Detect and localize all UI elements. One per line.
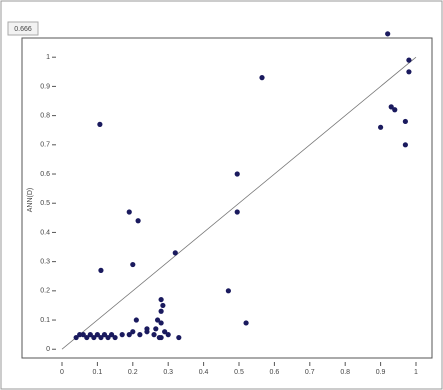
y-tick-label: 0.4 [40, 229, 50, 236]
point [176, 334, 182, 341]
x-tick-label: 1 [414, 369, 418, 376]
y-tick-label: 0.8 [40, 112, 50, 119]
point [388, 104, 394, 110]
point [225, 288, 231, 294]
point [158, 334, 164, 341]
point [158, 308, 164, 314]
point [234, 209, 240, 215]
point [73, 334, 79, 341]
point [94, 332, 100, 338]
point [130, 329, 136, 335]
y-tick-label: 0.1 [40, 317, 50, 324]
point [137, 332, 143, 338]
x-tick-label: 0.1 [93, 369, 103, 376]
point [378, 124, 384, 130]
point [406, 57, 412, 63]
point [108, 332, 115, 338]
badge-box [7, 21, 39, 36]
point [133, 317, 139, 323]
point [243, 320, 249, 326]
x-tick-label: 0.2 [128, 369, 138, 376]
y-tick-label: 0.2 [40, 288, 50, 295]
badge: 0.666 [14, 26, 32, 33]
point [97, 121, 103, 127]
point [91, 334, 97, 341]
x-tick-label: 0.6 [270, 369, 280, 376]
y-tick-label: 0.9 [40, 83, 50, 90]
x-tick-label: 0.8 [340, 369, 350, 376]
point [101, 332, 108, 338]
point [160, 302, 166, 309]
point [87, 332, 93, 338]
point [402, 142, 408, 148]
point [172, 250, 178, 256]
y-axis-label: ANN(D) [27, 188, 34, 213]
y-tick-label: 1 [46, 54, 50, 61]
point [165, 332, 171, 338]
x-tick-label: 0.3 [163, 369, 173, 376]
point [126, 332, 132, 338]
plot-frame [21, 37, 433, 359]
point [154, 317, 161, 323]
point [151, 332, 157, 338]
x-tick-label: 0.7 [305, 369, 315, 376]
point [80, 332, 86, 338]
point [162, 329, 168, 335]
point [119, 332, 125, 338]
point [98, 267, 104, 273]
reference-line [61, 56, 417, 350]
y-tick-label: 0.3 [40, 258, 50, 265]
point [158, 320, 164, 326]
point [130, 261, 136, 268]
point [406, 69, 412, 75]
point [385, 31, 391, 37]
point [153, 326, 159, 332]
point [392, 107, 398, 113]
y-tick-label: 0.7 [40, 142, 50, 149]
point [126, 209, 132, 215]
point [105, 334, 111, 341]
y-tick-label: 0 [46, 346, 50, 353]
point [135, 218, 141, 224]
point [112, 334, 118, 341]
point [234, 171, 240, 177]
point [84, 334, 90, 341]
point [144, 329, 150, 335]
point [259, 75, 265, 81]
x-tick-label: 0 [60, 369, 64, 376]
y-tick-label: 0.6 [40, 171, 50, 178]
x-tick-label: 0.5 [234, 369, 244, 376]
point [98, 334, 104, 341]
x-tick-label: 0.4 [199, 369, 209, 376]
point [402, 118, 408, 125]
point [158, 296, 164, 303]
y-tick-label: 0.5 [40, 200, 50, 207]
x-tick-label: 0.9 [376, 369, 386, 376]
